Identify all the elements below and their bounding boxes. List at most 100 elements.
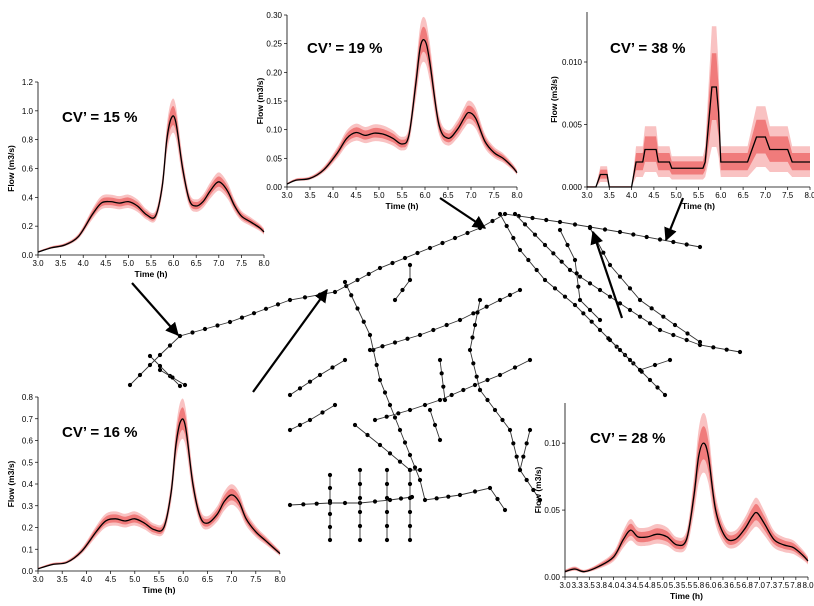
x-tick-label: 3.5 <box>604 191 616 200</box>
y-tick-label: 0.6 <box>22 437 34 446</box>
network-node <box>475 310 480 315</box>
y-tick-label: 0.15 <box>266 97 282 106</box>
x-tick-label: 6.5 <box>191 259 203 268</box>
network-node <box>524 477 529 483</box>
network-node <box>542 277 548 283</box>
network-node <box>601 250 606 255</box>
network-node <box>685 331 690 336</box>
x-tick-label: 7.8 <box>790 581 802 590</box>
x-tick-label: 5.5 <box>145 259 157 268</box>
x-tick-label: 5.0 <box>671 191 683 200</box>
x-tick-label: 3.5 <box>304 191 316 200</box>
network-node <box>589 319 594 324</box>
x-tick-label: 8.0 <box>804 191 814 200</box>
network-node <box>627 307 633 313</box>
network-node <box>431 327 436 333</box>
network-node <box>349 293 354 298</box>
network-node <box>587 281 593 286</box>
network-node <box>437 437 443 443</box>
network-node <box>357 467 363 473</box>
network-node <box>275 302 281 307</box>
network-node <box>446 494 451 499</box>
x-tick-label: 5.0 <box>123 259 135 268</box>
network-node <box>504 223 509 229</box>
network-node <box>457 317 463 323</box>
network-node <box>402 255 408 261</box>
x-tick-label: 6.0 <box>705 581 717 590</box>
network-node <box>474 374 479 379</box>
network-node <box>597 327 603 333</box>
network-node <box>667 357 673 363</box>
network-node <box>398 496 404 501</box>
x-tick-label: 3.5 <box>57 575 69 584</box>
network-node <box>384 481 390 487</box>
y-tick-label: 0.00 <box>544 573 560 582</box>
network-node <box>332 402 338 408</box>
network-node <box>442 397 448 403</box>
x-tick-label: 6.8 <box>742 581 754 590</box>
x-tick-label: 7.0 <box>226 575 238 584</box>
network-node <box>441 384 446 389</box>
network-node <box>372 417 378 423</box>
network-node <box>517 247 523 253</box>
network-node <box>352 422 358 428</box>
network-node <box>497 297 503 303</box>
network-node <box>526 257 531 263</box>
network-node <box>472 489 478 494</box>
y-tick-label: 0.05 <box>544 506 560 515</box>
x-tick-label: 3.0 <box>581 191 593 200</box>
y-axis-title: Flow (m3/s) <box>6 460 16 507</box>
network-node <box>514 454 519 459</box>
x-tick-label: 7.0 <box>465 191 477 200</box>
network-node <box>737 349 743 355</box>
network-node <box>327 511 333 517</box>
network-pipe <box>289 496 413 506</box>
network-node <box>711 345 716 350</box>
flow-chart-3: 3.0 3.5 4.0 4.5 5.0 5.5 6.0 6.5 7.0 7.5 8.0 0.000 0.… <box>549 12 814 211</box>
x-tick-label: 4.0 <box>327 191 339 200</box>
network-node <box>384 467 390 473</box>
network-node <box>147 362 153 368</box>
network-node <box>517 467 523 473</box>
network-node <box>397 427 403 433</box>
network-node <box>531 487 536 493</box>
x-tick-label: 7.0 <box>754 581 766 590</box>
mean-flow-line <box>37 115 265 253</box>
network-node <box>437 397 443 403</box>
cv-label-chart-4: CV’ = 16 % <box>62 424 137 441</box>
x-tick-label: 4.0 <box>608 581 620 590</box>
network-node <box>724 347 729 352</box>
network-node <box>297 422 303 428</box>
network-node <box>167 343 173 348</box>
mean-flow-line <box>286 39 518 185</box>
network-node <box>407 277 413 283</box>
network-node <box>572 302 578 308</box>
network-node <box>587 225 593 231</box>
network-node <box>377 442 383 448</box>
network-node <box>170 375 175 380</box>
y-tick-label: 0.1 <box>22 545 34 554</box>
x-tick-label: 4.0 <box>626 191 638 200</box>
x-axis-title: Time (h) <box>386 201 419 211</box>
x-tick-label: 4.5 <box>100 259 112 268</box>
network-node <box>577 297 583 303</box>
x-tick-label: 5.5 <box>693 191 705 200</box>
network-node <box>407 509 413 515</box>
pointer-arrow <box>439 197 487 229</box>
network-pipe <box>394 265 411 301</box>
x-tick-label: 6.5 <box>442 191 454 200</box>
x-tick-label: 3.5 <box>584 581 596 590</box>
network-node <box>407 262 413 268</box>
cv-label-chart-2: CV’ = 19 % <box>307 40 382 57</box>
x-tick-label: 4.3 <box>620 581 632 590</box>
network-node <box>457 492 463 498</box>
network-node <box>512 365 518 370</box>
network-node <box>227 319 233 325</box>
y-tick-label: 1.2 <box>22 78 34 87</box>
network-node <box>657 237 663 242</box>
network-node <box>307 379 313 384</box>
x-tick-label: 7.3 <box>766 581 778 590</box>
network-node <box>177 383 183 389</box>
y-tick-label: 0.8 <box>22 393 34 402</box>
network-node <box>497 372 503 378</box>
